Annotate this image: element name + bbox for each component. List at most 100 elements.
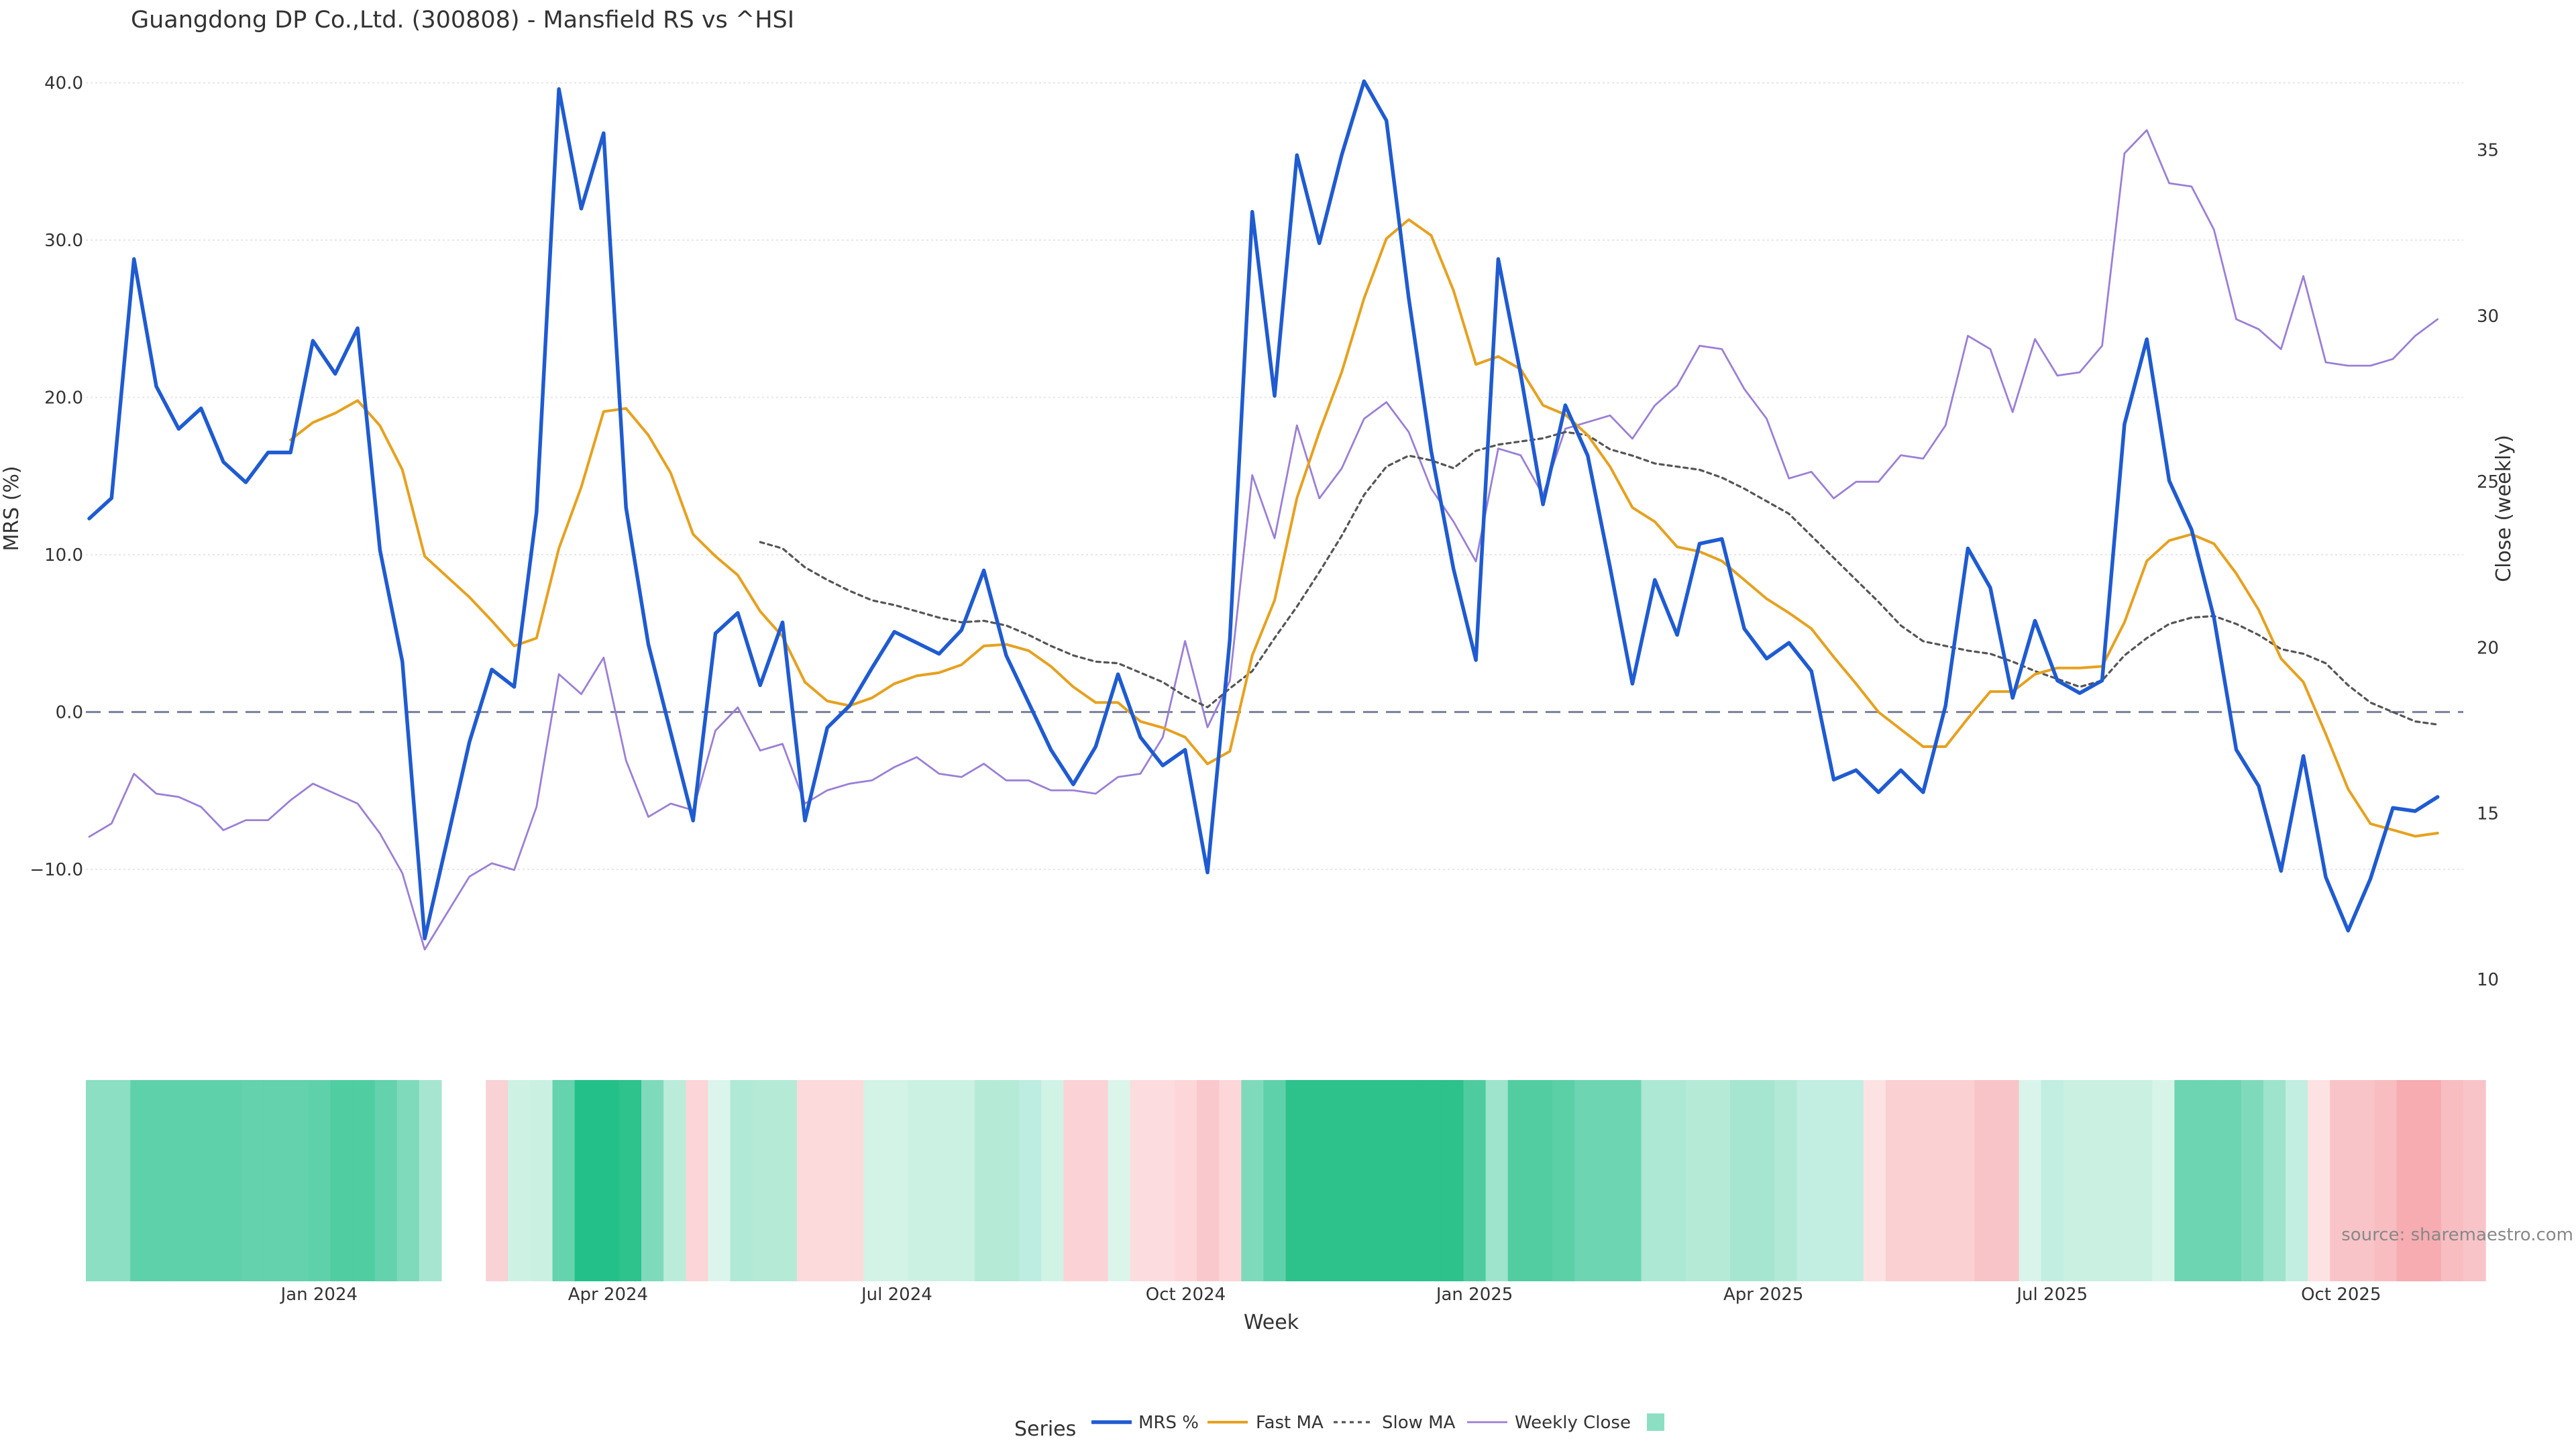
x-tick-label: Oct 2025: [2301, 1285, 2381, 1305]
heatmap-cell: [2196, 1080, 2220, 1281]
heatmap-cell: [1529, 1080, 1553, 1281]
legend-label: Weekly Close: [1515, 1413, 1631, 1433]
heatmap-cell: [2330, 1080, 2353, 1281]
chart-title: Guangdong DP Co.,Ltd. (300808) - Mansfie…: [131, 7, 794, 34]
heatmap-cell: [308, 1080, 331, 1281]
heatmap-cell: [352, 1080, 376, 1281]
heatmap-cell: [2286, 1080, 2308, 1281]
heatmap-cell: [1174, 1080, 1197, 1281]
source-note: source: sharemaestro.com: [2341, 1225, 2573, 1245]
heatmap-cell: [1152, 1080, 1175, 1281]
heatmap-cell: [286, 1080, 309, 1281]
heatmap-cell: [1996, 1080, 2020, 1281]
x-tick-label: Apr 2025: [1723, 1285, 1803, 1305]
heatmap-cell: [686, 1080, 708, 1281]
heatmap-cell: [2463, 1080, 2486, 1281]
heatmap-cell: [2218, 1080, 2242, 1281]
left-tick-label: 10.0: [44, 545, 83, 566]
right-tick-label: 30: [2477, 307, 2499, 327]
heatmap-cell: [1819, 1080, 1842, 1281]
heatmap-cell: [1552, 1080, 1575, 1281]
right-tick-label: 20: [2477, 638, 2499, 658]
heatmap-cell: [1419, 1080, 1442, 1281]
right-y-axis-title: Close (weekly): [2492, 435, 2516, 582]
heatmap-cell: [730, 1080, 753, 1281]
heatmap-cell: [152, 1080, 176, 1281]
heatmap-cell: [1197, 1080, 1220, 1281]
heatmap-cell: [1085, 1080, 1109, 1281]
heatmap-cell: [1574, 1080, 1597, 1281]
legend: Series MRS % Fast MA Slow MA Weekly Close: [1014, 1413, 1664, 1441]
heatmap-cell: [1108, 1080, 1131, 1281]
heatmap-cell: [1907, 1080, 1931, 1281]
heatmap-cell: [1774, 1080, 1797, 1281]
heatmap-cell: [2440, 1080, 2464, 1281]
regime-heatmap: [86, 1080, 2486, 1281]
left-tick-label: −10.0: [30, 860, 83, 880]
heatmap-cell: [2374, 1080, 2398, 1281]
heatmap-cell: [1685, 1080, 1709, 1281]
heatmap-cell: [952, 1080, 975, 1281]
heatmap-cell: [619, 1080, 642, 1281]
heatmap-cell: [2352, 1080, 2375, 1281]
heatmap-cell: [1263, 1080, 1287, 1281]
heatmap-cell: [1507, 1080, 1531, 1281]
heatmap-cell: [1952, 1080, 1975, 1281]
left-tick-label: 40.0: [44, 73, 83, 93]
heatmap-cell: [86, 1080, 109, 1281]
x-tick-label: Jul 2024: [860, 1285, 932, 1305]
heatmap-cell: [996, 1080, 1020, 1281]
series-fast-ma: [289, 218, 2439, 838]
heatmap-cell: [2130, 1080, 2153, 1281]
legend-title: Series: [1014, 1417, 1076, 1441]
heatmap-cell: [2019, 1080, 2042, 1281]
heatmap-cell: [2152, 1080, 2176, 1281]
heatmap-cell: [1441, 1080, 1464, 1281]
heatmap-cell: [130, 1080, 153, 1281]
legend-label: Fast MA: [1256, 1413, 1324, 1433]
heatmap-cell: [2396, 1080, 2420, 1281]
heatmap-cell: [1041, 1080, 1064, 1281]
x-axis-title: Week: [1244, 1311, 1299, 1334]
heatmap-cell: [1219, 1080, 1242, 1281]
heatmap-cell: [1330, 1080, 1353, 1281]
heatmap-cell: [263, 1080, 286, 1281]
heatmap-cell: [530, 1080, 553, 1281]
x-tick-label: Oct 2024: [1146, 1285, 1226, 1305]
heatmap-cell: [930, 1080, 953, 1281]
heatmap-cell: [1885, 1080, 1909, 1281]
right-tick-label: 35: [2477, 141, 2499, 161]
heatmap-cell: [241, 1080, 264, 1281]
heatmap-cell: [1485, 1080, 1509, 1281]
series-slow-ma: [759, 431, 2439, 726]
series-lines: [87, 79, 2440, 951]
left-tick-label: 30.0: [44, 231, 83, 251]
heatmap-cell: [596, 1080, 620, 1281]
heatmap-cell: [174, 1080, 198, 1281]
series-mrs: [87, 79, 2440, 941]
heatmap-cell: [1307, 1080, 1331, 1281]
heatmap-cell: [796, 1080, 820, 1281]
heatmap-cell: [1930, 1080, 1953, 1281]
left-y-axis-title: MRS (%): [0, 466, 23, 551]
heatmap-cell: [396, 1080, 420, 1281]
heatmap-cell: [1063, 1080, 1087, 1281]
heatmap-cell: [197, 1080, 220, 1281]
heatmap-cell: [2308, 1080, 2330, 1281]
heatmap-cell: [663, 1080, 686, 1281]
heatmap-cell: [2418, 1080, 2442, 1281]
left-tick-label: 0.0: [56, 702, 83, 722]
heatmap-cell: [1796, 1080, 1820, 1281]
right-tick-label: 15: [2477, 804, 2499, 824]
heatmap-cell: [552, 1080, 576, 1281]
heatmap-cell: [2241, 1080, 2264, 1281]
heatmap-cell: [774, 1080, 798, 1281]
heatmap-cell: [841, 1080, 864, 1281]
heatmap-cell: [1397, 1080, 1419, 1281]
right-tick-label: 10: [2477, 970, 2499, 990]
heatmap-cell: [1752, 1080, 1775, 1281]
x-axis: Jan 2024 Apr 2024 Jul 2024 Oct 2024 Jan 2025…: [280, 1285, 2381, 1305]
heatmap-cell: [974, 1080, 998, 1281]
heatmap-cell: [1841, 1080, 1864, 1281]
